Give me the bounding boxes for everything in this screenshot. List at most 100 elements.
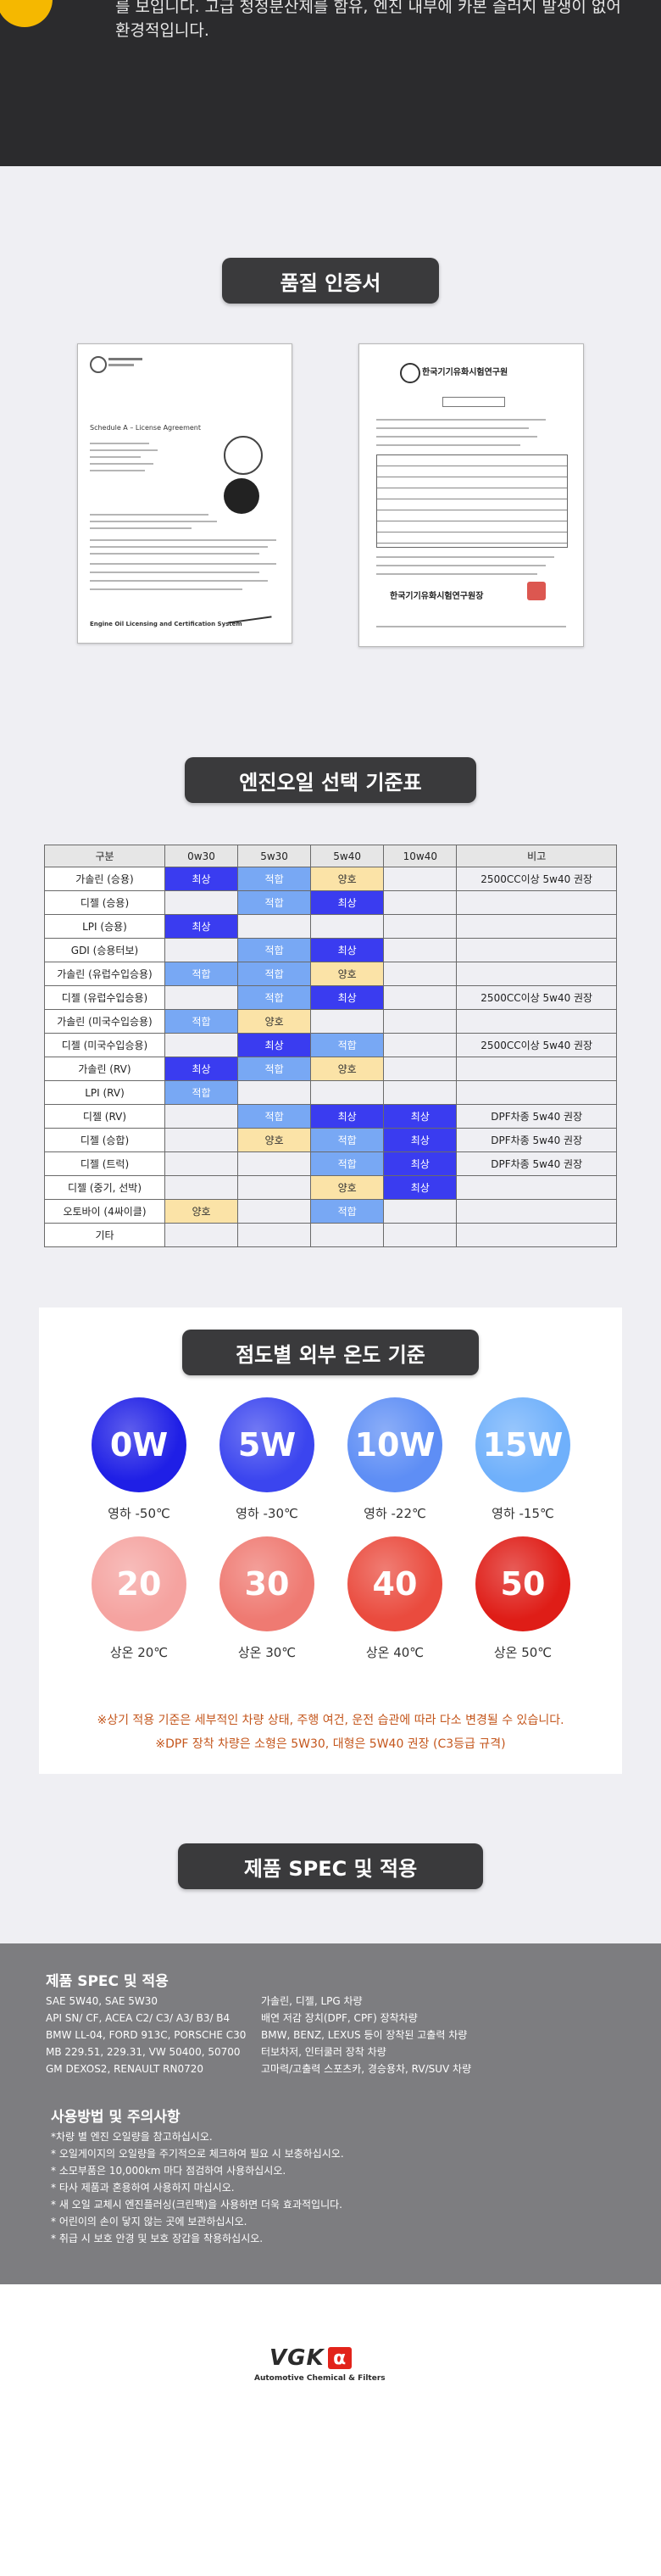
temperature-label: 영하 -15℃ xyxy=(492,1506,554,1521)
grade-cell: 양호 xyxy=(310,1057,385,1081)
grade-cell xyxy=(383,1080,458,1105)
grade-cell xyxy=(383,1057,458,1081)
intro-text: 를 보입니다. 고급 청정분산제를 함유, 엔진 내부에 카본 슬러지 발생이 … xyxy=(115,0,621,42)
grade-cell: 양호 xyxy=(164,1199,239,1224)
usage-heading: 사용방법 및 주의사항 xyxy=(51,2109,181,2126)
cert-left-title: Schedule A – License Agreement xyxy=(90,424,201,432)
spec-list-item: 터보차저, 인터쿨러 장착 차량 xyxy=(261,2046,386,2058)
usage-list: *차량 별 엔진 오일량을 참고하십시오. * 오일게이지의 오일량을 주기적으로… xyxy=(51,2128,344,2247)
grade-cell: 적합 xyxy=(237,962,312,986)
grade-cell: 적합 xyxy=(310,1199,385,1224)
row-label: 가솔린 (미국수입승용) xyxy=(44,1009,165,1034)
selection-table-header: 구분 0w30 5w30 5w40 10w40 비고 xyxy=(44,845,617,867)
viscosity-grade-badge: 15W xyxy=(475,1397,570,1492)
table-row: 가솔린 (승용) 최상 적합 양호 2500CC이상 5w40 권장 xyxy=(44,867,617,891)
grade-cell xyxy=(383,1223,458,1247)
table-row: 디젤 (승합) 양호 적합 최상 DPF차종 5w40 권장 xyxy=(44,1128,617,1152)
table-row: LPI (승용) 최상 xyxy=(44,914,617,939)
application-list: 가솔린, 디젤, LPG 차량 배연 저감 장치(DPF, CPF) 장착차량 BM… xyxy=(261,1993,471,2077)
row-label: 가솔린 (유럽수입승용) xyxy=(44,962,165,986)
intro-band: 를 보입니다. 고급 청정분산제를 함유, 엔진 내부에 카본 슬러지 발생이 … xyxy=(0,0,661,166)
cert-right-grid xyxy=(376,454,568,548)
cert-right-title: 한국기기유화시험연구원 xyxy=(422,368,508,377)
grade-cell: 적합 xyxy=(237,1057,312,1081)
grade-cell xyxy=(310,914,385,939)
grade-cell xyxy=(164,1104,239,1129)
grade-cell: 양호 xyxy=(310,867,385,891)
grade-cell: 적합 xyxy=(237,1104,312,1129)
table-row: 디젤 (미국수입승용) 최상 적합 2500CC이상 5w40 권장 xyxy=(44,1033,617,1057)
grade-cell: 최상 xyxy=(310,938,385,962)
certificate-api: Schedule A – License Agreement Engine Oi… xyxy=(77,343,292,644)
row-label: 디젤 (승합) xyxy=(44,1128,165,1152)
logo-alpha-mark: α xyxy=(327,2347,352,2369)
korea-emblem-icon xyxy=(400,363,420,383)
grade-cell: 양호 xyxy=(237,1009,312,1034)
cert-left-footer: Engine Oil Licensing and Certification S… xyxy=(90,621,242,627)
signature-mark xyxy=(226,607,272,624)
row-label: 디젤 (트럭) xyxy=(44,1151,165,1176)
spec-list-item: BMW LL-04, FORD 913C, PORSCHE C30 xyxy=(46,2029,247,2041)
spec-section-title: 제품 SPEC 및 적용 xyxy=(178,1843,483,1889)
grade-cell xyxy=(164,938,239,962)
grade-cell: 최상 xyxy=(383,1128,458,1152)
temperature-label: 상온 30℃ xyxy=(237,1645,297,1660)
grade-cell: 양호 xyxy=(310,962,385,986)
grade-cell xyxy=(383,938,458,962)
grade-cell xyxy=(383,914,458,939)
spec-list-item: * 취급 시 보호 안경 및 보호 장갑을 착용하십시오. xyxy=(51,2233,264,2244)
table-header-cell: 0w30 xyxy=(164,845,239,867)
row-label: 디젤 (유럽수입승용) xyxy=(44,985,165,1010)
grade-cell: 양호 xyxy=(237,1128,312,1152)
remark-cell xyxy=(456,890,617,915)
remark-cell xyxy=(456,1080,617,1105)
cert-section-title: 품질 인증서 xyxy=(222,258,439,304)
grade-cell: 최상 xyxy=(164,867,239,891)
temperature-label: 영하 -22℃ xyxy=(364,1506,426,1521)
remark-cell: DPF차종 5w40 권장 xyxy=(456,1151,617,1176)
grade-cell xyxy=(237,1151,312,1176)
grade-cell xyxy=(164,1151,239,1176)
viscosity-grade-badge: 50 xyxy=(475,1536,570,1631)
brand-logo: VGK α xyxy=(269,2345,352,2371)
table-header-cell: 5w30 xyxy=(237,845,312,867)
grade-cell xyxy=(383,1199,458,1224)
table-row: 디젤 (유럽수입승용) 적합 최상 2500CC이상 5w40 권장 xyxy=(44,985,617,1010)
spec-list-item: 가솔린, 디젤, LPG 차량 xyxy=(261,1995,363,2007)
brand-tagline: Automotive Chemical & Filters xyxy=(254,2374,386,2383)
temperature-note-2: ※DPF 장착 차량은 소형은 5W30, 대형은 5W40 권장 (C3등급 … xyxy=(155,1737,506,1751)
grade-cell: 적합 xyxy=(237,938,312,962)
spec-list: SAE 5W40, SAE 5W30 API SN/ CF, ACEA C2/ C… xyxy=(46,1993,246,2077)
spec-list-item: * 어린이의 손이 닿지 않는 곳에 보관하십시오. xyxy=(51,2216,247,2228)
temperature-label: 상온 50℃ xyxy=(493,1645,553,1660)
temperature-label: 영하 -30℃ xyxy=(236,1506,298,1521)
remark-cell: DPF차종 5w40 권장 xyxy=(456,1128,617,1152)
temperature-label: 상온 20℃ xyxy=(109,1645,169,1660)
viscosity-grade-badge: 40 xyxy=(347,1536,442,1631)
grade-cell: 적합 xyxy=(237,985,312,1010)
remark-cell xyxy=(456,962,617,986)
row-label: 가솔린 (RV) xyxy=(44,1057,165,1081)
viscosity-grade-badge: 10W xyxy=(347,1397,442,1492)
row-label: LPI (승용) xyxy=(44,914,165,939)
cert-right-stamp: 한국기기유화시험연구원장 xyxy=(390,592,484,601)
footer: VGK α Automotive Chemical & Filters xyxy=(0,2284,661,2576)
grade-cell xyxy=(164,1175,239,1200)
api-starburst-icon xyxy=(224,478,259,514)
grade-cell: 적합 xyxy=(164,962,239,986)
row-label: 디젤 (승용) xyxy=(44,890,165,915)
table-row: 기타 xyxy=(44,1223,617,1247)
spec-list-item: 고마력/고출력 스포츠카, 경승용차, RV/SUV 차량 xyxy=(261,2063,472,2075)
table-row: 가솔린 (RV) 최상 적합 양호 xyxy=(44,1057,617,1081)
remark-cell xyxy=(456,1057,617,1081)
spec-list-item: 배연 저감 장치(DPF, CPF) 장착차량 xyxy=(261,2012,418,2024)
row-label: 기타 xyxy=(44,1223,165,1247)
grade-cell xyxy=(383,985,458,1010)
grade-cell: 적합 xyxy=(310,1033,385,1057)
grade-cell: 양호 xyxy=(310,1175,385,1200)
grade-cell: 적합 xyxy=(237,867,312,891)
spec-list-item: SAE 5W40, SAE 5W30 xyxy=(46,1995,158,2007)
grade-cell xyxy=(383,890,458,915)
grade-cell: 최상 xyxy=(164,1057,239,1081)
remark-cell xyxy=(456,938,617,962)
